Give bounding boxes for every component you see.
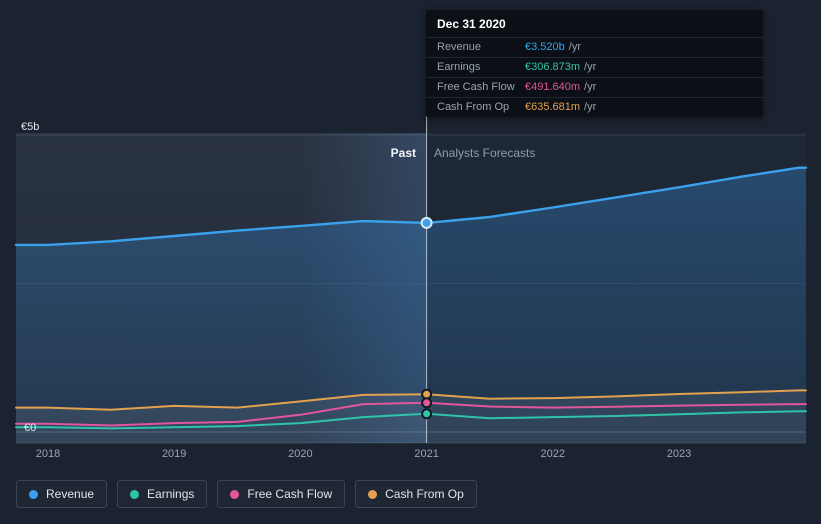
legend-series-label: Earnings bbox=[147, 487, 195, 501]
tooltip-row-value: €306.873m bbox=[525, 61, 581, 73]
x-axis-label: 2019 bbox=[161, 448, 187, 460]
tooltip-row: Earnings €306.873m/yr bbox=[426, 57, 763, 77]
x-axis-label: 2023 bbox=[666, 448, 692, 460]
legend-series-dot-icon bbox=[130, 489, 140, 499]
past-label: Past bbox=[390, 146, 416, 160]
legend-series-label: Cash From Op bbox=[385, 487, 464, 501]
legend-item-earnings[interactable]: Earnings bbox=[117, 480, 208, 508]
tooltip-date-title: Dec 31 2020 bbox=[437, 17, 506, 31]
tooltip-row-label: Free Cash Flow bbox=[437, 81, 515, 93]
legend-series-dot-icon bbox=[230, 489, 240, 499]
legend-series-dot-icon bbox=[29, 489, 38, 499]
tooltip-row: Cash From Op €635.681m/yr bbox=[426, 97, 763, 117]
data-tooltip: Dec 31 2020 Revenue €3.520b/yr Earnings €30… bbox=[426, 10, 763, 117]
tooltip-row-label: Revenue bbox=[437, 41, 482, 53]
legend-item-free-cash-flow[interactable]: Free Cash Flow bbox=[217, 480, 346, 508]
tooltip-row-label: Cash From Op bbox=[437, 101, 510, 113]
chart-legend: Revenue Earnings Free Cash Flow Cash From O… bbox=[16, 480, 477, 508]
tooltip-row-value: €491.640m bbox=[525, 81, 581, 93]
y-axis-label-5b: €5b bbox=[21, 121, 40, 133]
tooltip-row-value: €3.520b bbox=[525, 41, 565, 53]
tooltip-row-suffix: /yr bbox=[584, 81, 597, 93]
tooltip-row-value: €635.681m bbox=[525, 101, 581, 113]
tooltip-row-suffix: /yr bbox=[584, 101, 597, 113]
x-axis-label: 2020 bbox=[288, 448, 313, 460]
tooltip-row: Free Cash Flow €491.640m/yr bbox=[426, 77, 763, 97]
x-axis-label: 2021 bbox=[414, 448, 439, 460]
tooltip-rows: Revenue €3.520b/yr Earnings €306.873m/yr Fre… bbox=[426, 37, 763, 117]
legend-series-label: Revenue bbox=[46, 487, 95, 501]
x-axis-label: 2022 bbox=[540, 448, 566, 460]
tooltip-row-suffix: /yr bbox=[568, 41, 581, 53]
tooltip-row: Revenue €3.520b/yr bbox=[426, 37, 763, 57]
analysts-forecasts-label: Analysts Forecasts bbox=[434, 146, 536, 160]
tooltip-row-label: Earnings bbox=[437, 61, 481, 73]
legend-item-cash-from-op[interactable]: Cash From Op bbox=[355, 480, 477, 508]
tooltip-row-suffix: /yr bbox=[584, 61, 597, 73]
x-axis-label: 2018 bbox=[35, 448, 61, 460]
legend-item-revenue[interactable]: Revenue bbox=[16, 480, 108, 508]
legend-series-dot-icon bbox=[368, 489, 378, 499]
y-axis-label-0: €0 bbox=[24, 422, 37, 434]
financials-line-chart[interactable] bbox=[0, 0, 821, 470]
legend-series-label: Free Cash Flow bbox=[247, 487, 333, 501]
